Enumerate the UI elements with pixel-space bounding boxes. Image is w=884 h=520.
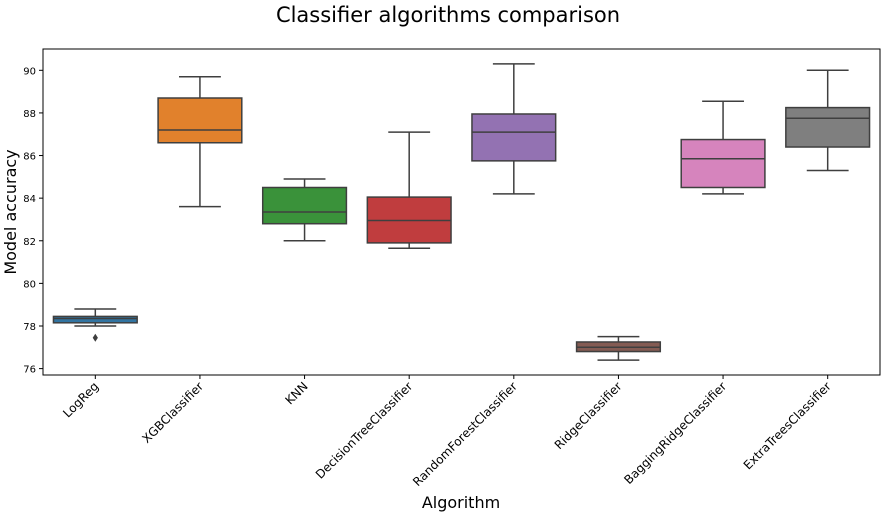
x-tick-label: LogReg <box>60 379 101 420</box>
y-axis-label: Model accuracy <box>1 149 20 274</box>
x-axis-label: Algorithm <box>422 493 500 512</box>
box-LogReg <box>52 315 138 324</box>
box-XGBClassifier <box>157 97 243 144</box>
y-tick-label: 78 <box>23 322 36 333</box>
box-ExtraTreesClassifier <box>785 106 871 148</box>
box-KNN <box>261 186 348 225</box>
box-BaggingRidgeClassifier <box>680 138 766 189</box>
y-tick-label: 86 <box>23 152 36 163</box>
y-tick-label: 80 <box>23 279 36 290</box>
x-tick-label: DecisionTreeClassifier <box>313 379 415 481</box>
x-tick-label: BaggingRidgeClassifier <box>621 379 729 487</box>
x-tick-label: XGBClassifier <box>139 379 206 446</box>
x-tick-label: RidgeClassifier <box>552 379 625 452</box>
y-tick-label: 84 <box>23 194 36 205</box>
outlier-point <box>92 333 98 342</box>
y-tick-label: 88 <box>23 109 36 120</box>
box-RandomForestClassifier <box>471 113 557 162</box>
plot-frame <box>42 48 881 376</box>
y-tick-label: 90 <box>23 66 36 77</box>
chart-title: Classifier algorithms comparison <box>276 3 620 27</box>
y-tick-label: 76 <box>23 365 36 376</box>
y-tick-label: 82 <box>23 237 36 248</box>
x-tick-label: KNN <box>283 379 311 407</box>
x-tick-label: ExtraTreesClassifier <box>741 379 834 472</box>
x-tick-label: RandomForestClassifier <box>410 379 520 489</box>
